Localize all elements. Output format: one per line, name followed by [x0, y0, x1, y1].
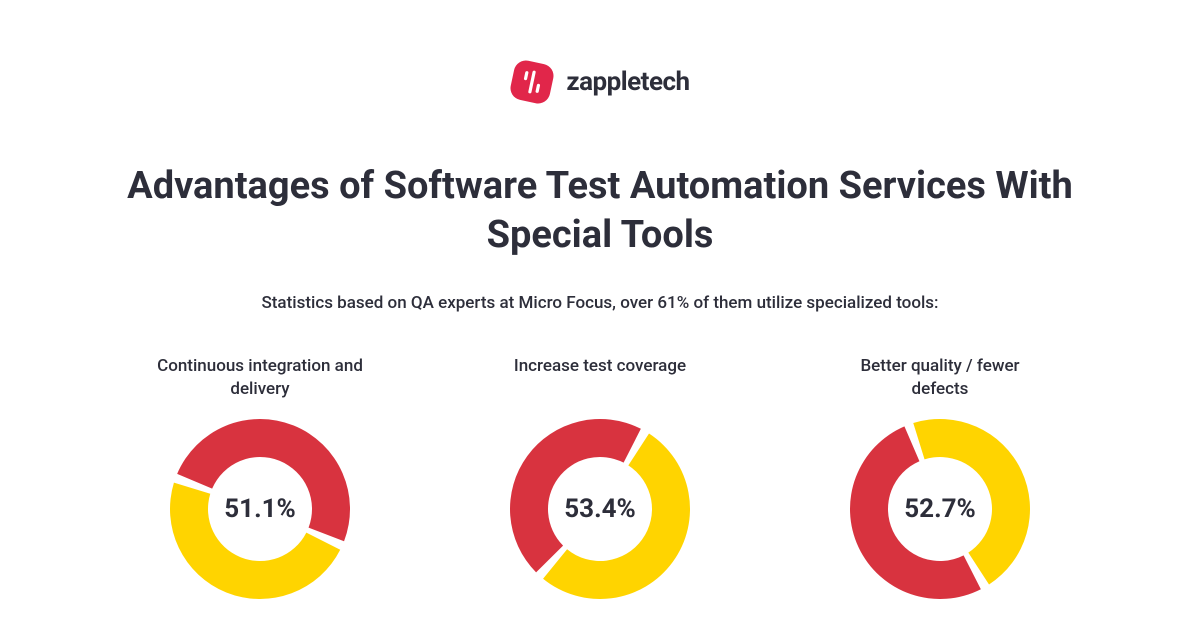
chart-label: Continuous integration and delivery	[150, 355, 370, 401]
chart-item: Increase test coverage 53.4%	[490, 355, 710, 599]
page-subtitle: Statistics based on QA experts at Micro …	[261, 293, 938, 313]
donut-value: 52.7%	[850, 419, 1030, 599]
donut-value: 53.4%	[510, 419, 690, 599]
chart-label: Better quality / fewer defects	[830, 355, 1050, 401]
brand-name: zappletech	[566, 67, 689, 97]
donut-chart: 51.1%	[170, 419, 350, 599]
chart-label: Increase test coverage	[514, 355, 686, 401]
brand-logo: zappletech	[510, 60, 689, 104]
charts-container: Continuous integration and delivery 51.1…	[150, 355, 1050, 599]
logo-mark-icon	[510, 60, 554, 104]
donut-chart: 53.4%	[510, 419, 690, 599]
page-title: Advantages of Software Test Automation S…	[120, 162, 1080, 261]
chart-item: Better quality / fewer defects 52.7%	[830, 355, 1050, 599]
chart-item: Continuous integration and delivery 51.1…	[150, 355, 370, 599]
donut-chart: 52.7%	[850, 419, 1030, 599]
donut-value: 51.1%	[170, 419, 350, 599]
